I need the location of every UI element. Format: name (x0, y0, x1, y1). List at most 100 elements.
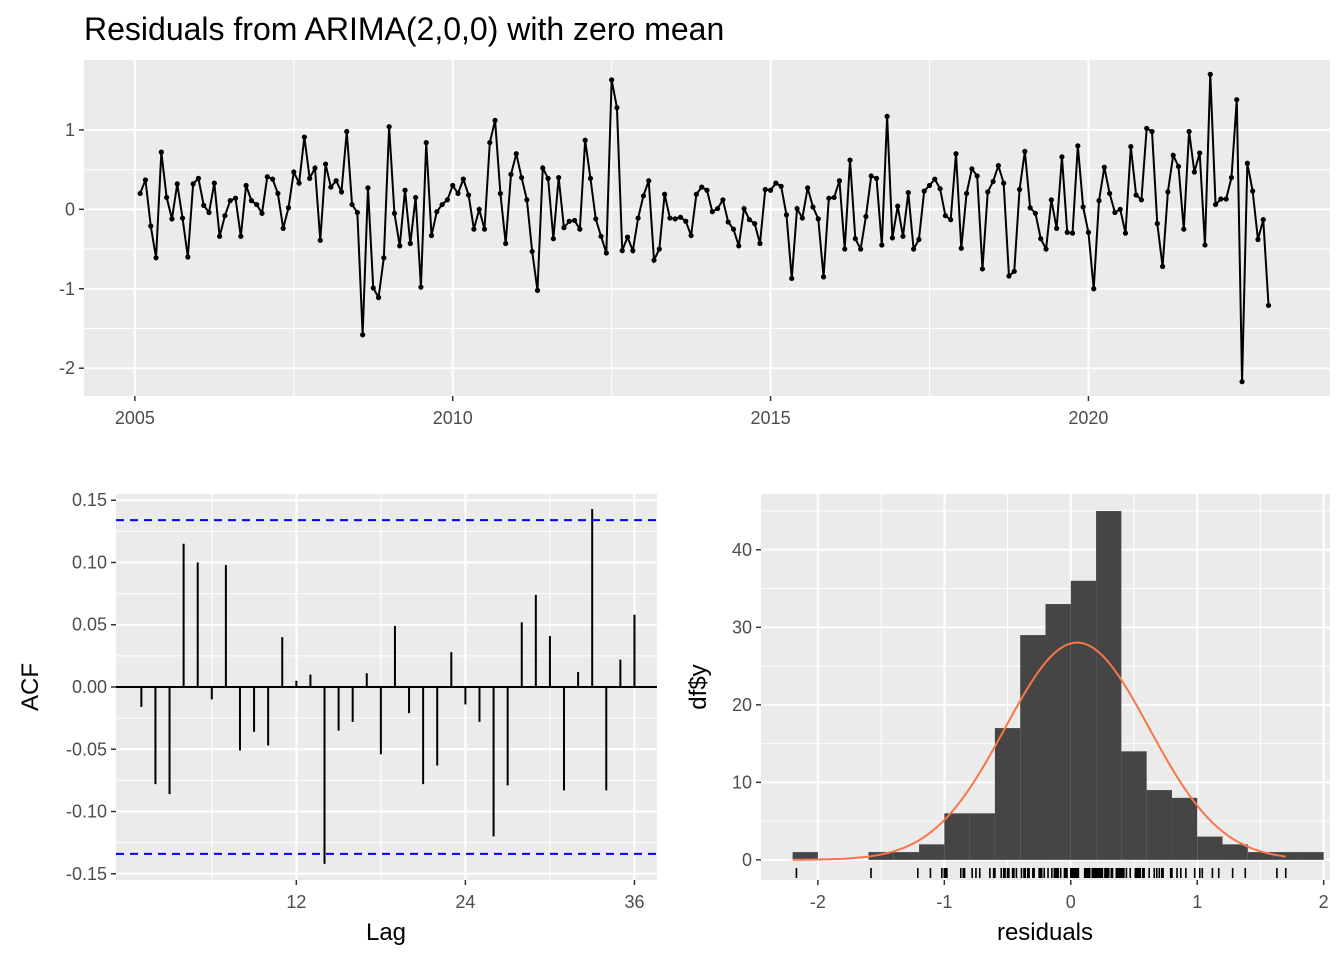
residual-point (603, 250, 609, 256)
residual-point (905, 190, 911, 196)
residual-point (1212, 201, 1219, 208)
residual-point (826, 195, 832, 201)
residual-point (932, 176, 938, 182)
residual-point (333, 178, 339, 184)
residual-point (556, 174, 562, 181)
residual-point (275, 190, 281, 197)
residual-point (677, 214, 684, 220)
hist-y-tick-label: 0 (742, 850, 752, 870)
residual-point (577, 226, 583, 232)
residual-point (460, 176, 466, 182)
residual-point (471, 226, 477, 232)
residual-point (587, 175, 594, 181)
residual-point (190, 181, 196, 187)
residual-point (778, 183, 784, 189)
residual-point (1128, 143, 1134, 150)
residual-point (291, 169, 297, 175)
ts-y-tick-label: 0 (65, 199, 75, 219)
residual-point (1054, 225, 1060, 231)
residual-point (714, 205, 721, 212)
residual-point (863, 213, 869, 220)
hist-y-title: df$y (685, 664, 712, 709)
residual-point (413, 194, 419, 201)
residual-point (238, 233, 244, 239)
residual-point (328, 184, 334, 190)
residual-point (513, 151, 519, 157)
residual-point (995, 163, 1001, 169)
residual-point (720, 197, 726, 203)
hist-bar (1197, 836, 1223, 860)
residual-point (831, 194, 837, 201)
residual-point (397, 243, 403, 249)
residual-point (1107, 190, 1113, 197)
residual-point (508, 171, 514, 177)
hist-bar (1045, 604, 1071, 860)
acf-y-title: ACF (17, 663, 44, 711)
residual-point (969, 166, 975, 172)
residual-point (799, 215, 805, 221)
residual-point (900, 233, 906, 239)
residual-point (1149, 128, 1155, 135)
residual-point (1112, 209, 1118, 216)
acf-y-tick-label: -0.05 (66, 739, 107, 759)
residual-point (545, 175, 551, 181)
residual-point (1059, 154, 1065, 160)
residual-point (550, 236, 556, 242)
hist-bar (792, 852, 818, 860)
residual-point (773, 180, 779, 186)
ts-panel (84, 60, 1330, 396)
residual-point (979, 266, 986, 272)
residual-point (1239, 379, 1245, 385)
hist-bar (1146, 790, 1172, 860)
residual-point (1255, 236, 1261, 243)
residual-point (985, 189, 991, 195)
residual-point (836, 178, 843, 184)
residual-point (847, 157, 853, 163)
residual-point (243, 182, 249, 189)
hist-x-tick-label: 0 (1066, 892, 1076, 912)
residual-point (158, 149, 164, 155)
residual-point (1181, 226, 1187, 232)
residual-point (916, 236, 922, 243)
residual-point (561, 225, 567, 231)
residual-point (195, 175, 202, 181)
hist-bar (944, 813, 970, 860)
ts-x-tick-label: 2015 (751, 408, 791, 428)
residual-point (683, 218, 689, 224)
residual-point (222, 213, 228, 219)
residual-point (1043, 246, 1049, 252)
acf-x-title: Lag (366, 919, 406, 946)
acf-x-axis: 12 24 36 (286, 880, 644, 912)
residual-point (1260, 217, 1266, 223)
residual-point (529, 248, 535, 255)
residual-point (344, 128, 350, 135)
residual-point (153, 255, 159, 261)
residual-point (1228, 174, 1235, 181)
residual-point (810, 204, 816, 210)
ts-x-tick-label: 2010 (433, 408, 473, 428)
residual-point (858, 246, 864, 252)
chart-title: Residuals from ARIMA(2,0,0) with zero me… (84, 11, 724, 47)
residual-point (1048, 197, 1054, 203)
residual-point (1133, 192, 1139, 198)
residual-point (434, 209, 440, 215)
residual-point (476, 206, 482, 212)
ts-x-tick-label: 2005 (115, 408, 155, 428)
hist-bar (1222, 844, 1248, 860)
hist-bar (994, 728, 1021, 860)
residual-point (365, 185, 371, 191)
residual-point (492, 117, 498, 123)
ts-y-tick-label: 1 (65, 120, 75, 140)
residual-point (450, 182, 456, 189)
residual-point (1165, 189, 1171, 195)
hist-bar (1121, 751, 1147, 860)
residual-point (640, 193, 647, 199)
residual-point (524, 197, 530, 203)
acf-y-axis: 0.15 0.10 0.05 0.00 -0.05 -0.10 -0.15 (66, 490, 116, 884)
residual-point (693, 191, 700, 197)
residual-point (285, 205, 292, 211)
residual-point (942, 213, 948, 219)
residual-point (884, 113, 890, 119)
residual-point (259, 210, 265, 216)
